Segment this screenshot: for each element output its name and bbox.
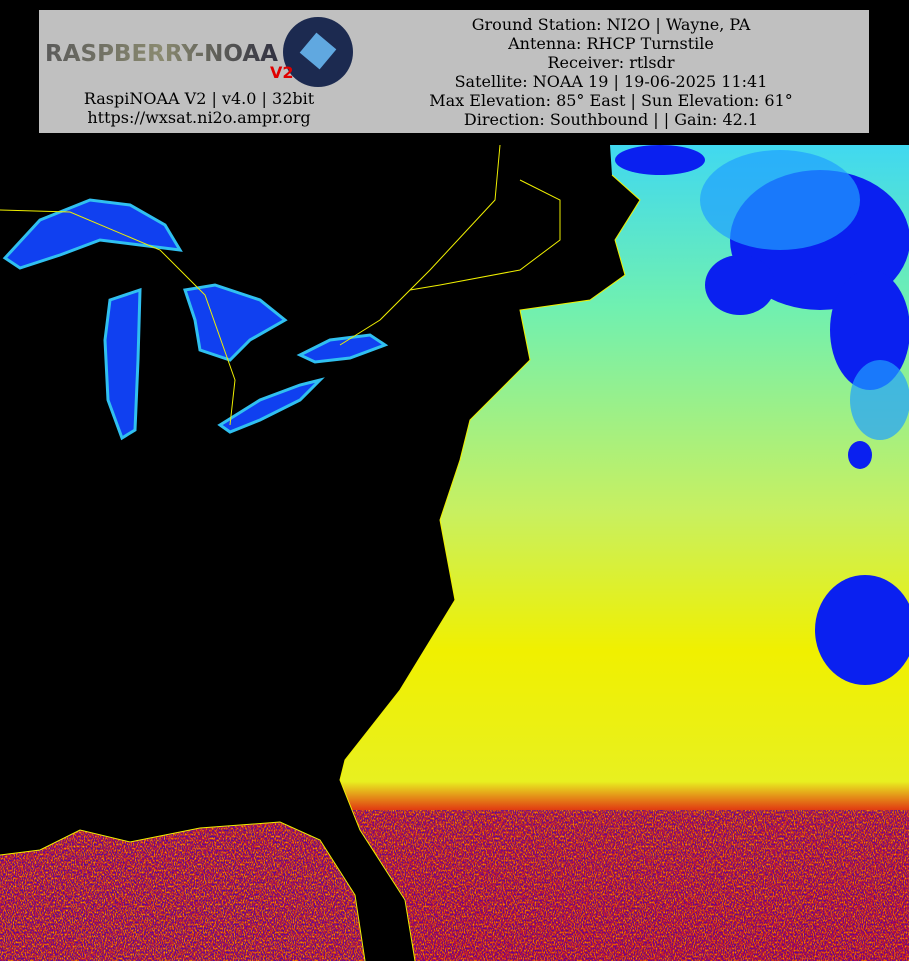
info-line: Ground Station: NI2O | Wayne, PA [472, 15, 751, 34]
logo-text: RASPBERRY-NOAA [45, 41, 278, 67]
gulf-noise [0, 822, 365, 961]
info-line: Antenna: RHCP Turnstile [507, 34, 714, 53]
logo-satellite [299, 32, 337, 70]
logo-badge: V2 [270, 63, 294, 82]
cloud-edges [700, 150, 909, 440]
great-lakes [2, 198, 389, 441]
noise-band [340, 810, 909, 961]
info-line: RaspiNOAA V2 | v4.0 | 32bit [84, 89, 315, 108]
info-line: https://wxsat.ni2o.ampr.org [87, 108, 310, 127]
header-panel [39, 10, 869, 133]
info-line: Direction: Southbound | | Gain: 42.1 [464, 110, 758, 129]
pass-info: Ground Station: NI2O | Wayne, PAAntenna:… [429, 15, 793, 129]
station-info: RaspiNOAA V2 | v4.0 | 32bithttps://wxsat… [84, 89, 315, 127]
ocean [340, 145, 909, 961]
coastlines [0, 144, 641, 961]
info-line: Max Elevation: 85° East | Sun Elevation:… [429, 91, 793, 110]
satellite-imagery [0, 144, 909, 961]
info-line: Satellite: NOAA 19 | 19-06-2025 11:41 [455, 72, 768, 91]
info-line: Receiver: rtlsdr [548, 53, 675, 72]
